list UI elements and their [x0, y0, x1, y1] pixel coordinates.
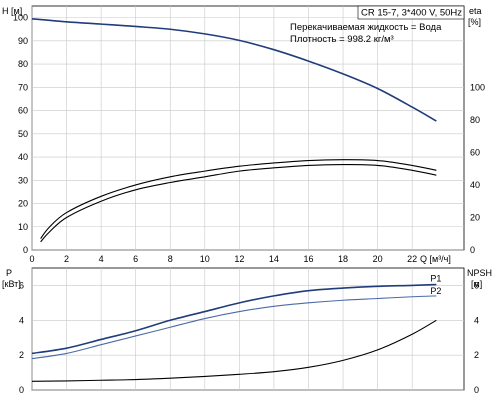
- bottom-y-tick-label: 4: [19, 315, 24, 325]
- bottom-y2-tick-label: 2: [474, 350, 479, 360]
- top-x-tick-label: 10: [200, 254, 210, 264]
- top-grid: [31, 6, 464, 251]
- bottom-y-tick-label: 2: [19, 350, 24, 360]
- top-y2-tick-label: 80: [470, 115, 480, 125]
- top-x-tick-label: 16: [303, 254, 313, 264]
- top-x-tick-label: 12: [234, 254, 244, 264]
- top-y2-tick-labels: 0 20 40 60 80 100: [470, 82, 485, 255]
- bottom-y2-tick-labels: 0 2 4 6: [474, 280, 479, 395]
- annotation-liquid: Перекачиваемая жидкость = Вода: [290, 22, 442, 33]
- top-y-tick-label: 70: [18, 82, 28, 92]
- efficiency-curve-lower: [40, 164, 437, 243]
- top-x-tick-labels: 0 2 4 6 8 10 12 14 16 18 20 22: [29, 254, 417, 264]
- bottom-y2-tick-label: 6: [474, 280, 479, 290]
- power-npsh-chart: 0 2 4 6 0 2 4 6 P [кВт] NPSH [м] P1 P2: [2, 267, 492, 395]
- power-curve-p2: [31, 295, 437, 360]
- efficiency-curve-upper: [40, 159, 437, 239]
- top-x-tick-label: 14: [269, 254, 279, 264]
- top-x-tick-label: 6: [133, 254, 138, 264]
- top-y-tick-label: 50: [18, 129, 28, 139]
- info-box: [357, 5, 465, 20]
- top-y-axis-label: H [м]: [2, 6, 22, 16]
- bottom-y2-tick-label: 0: [474, 385, 479, 395]
- top-x-tick-label: 2: [64, 254, 69, 264]
- top-x-tick-label: 18: [338, 254, 348, 264]
- npsh-curve: [31, 319, 437, 382]
- top-y2-axis-label-top: eta: [469, 6, 482, 16]
- top-y2-axis-label-bottom: [%]: [468, 17, 481, 27]
- top-y2-tick-label: 60: [470, 147, 480, 157]
- series-label-p1: P1: [430, 274, 441, 284]
- top-y2-tick-label: 0: [470, 245, 475, 255]
- bottom-y2-axis-label: NPSH: [467, 268, 492, 278]
- top-y-tick-label: 0: [23, 245, 28, 255]
- power-curve-p1: [31, 283, 437, 355]
- bottom-series: [31, 283, 437, 382]
- top-x-tick-label: 8: [168, 254, 173, 264]
- bottom-y-tick-label: 0: [19, 385, 24, 395]
- chart-title: CR 15-7, 3*400 V, 50Hz: [361, 8, 462, 19]
- top-series: [31, 17, 437, 243]
- head-curve: [31, 17, 437, 122]
- top-x-tick-label: 20: [373, 254, 383, 264]
- bottom-y2-axis-unit: [м]: [471, 279, 482, 289]
- head-efficiency-chart: 0 2 4 6 8 10 12 14 16 18 20 22 0 10 20 30 40 50 60 70 80 90 1…: [2, 5, 485, 264]
- bottom-y-axis-unit: [кВт]: [2, 279, 21, 289]
- top-y-tick-labels: 0 10 20 30 40 50 60 70 80 90 100: [13, 13, 28, 255]
- bottom-y-tick-labels: 0 2 4 6: [19, 280, 24, 395]
- top-y-tick-label: 60: [18, 106, 28, 116]
- annotation-density: Плотность = 998.2 кг/м³: [290, 34, 394, 45]
- bottom-y2-tick-label: 4: [474, 315, 479, 325]
- top-x-axis-label: Q [м³/ч]: [420, 254, 451, 264]
- top-y-tick-label: 40: [18, 152, 28, 162]
- top-y-tick-label: 100: [13, 13, 28, 23]
- top-x-tick-label: 22: [407, 254, 417, 264]
- top-y-tick-label: 90: [18, 36, 28, 46]
- top-y-tick-label: 30: [18, 175, 28, 185]
- bottom-y-axis-label: P: [6, 268, 12, 278]
- top-plot-frame: [31, 5, 465, 251]
- top-y-tick-label: 20: [18, 199, 28, 209]
- top-x-tick-label: 0: [29, 254, 34, 264]
- series-label-p2: P2: [430, 286, 441, 296]
- bottom-y-tick-label: 6: [19, 280, 24, 290]
- top-x-tick-label: 4: [99, 254, 104, 264]
- top-y2-tick-label: 40: [470, 180, 480, 190]
- top-y-tick-label: 80: [18, 59, 28, 69]
- top-y-tick-label: 10: [18, 222, 28, 232]
- top-y2-tick-label: 20: [470, 212, 480, 222]
- top-y2-tick-label: 100: [470, 82, 485, 92]
